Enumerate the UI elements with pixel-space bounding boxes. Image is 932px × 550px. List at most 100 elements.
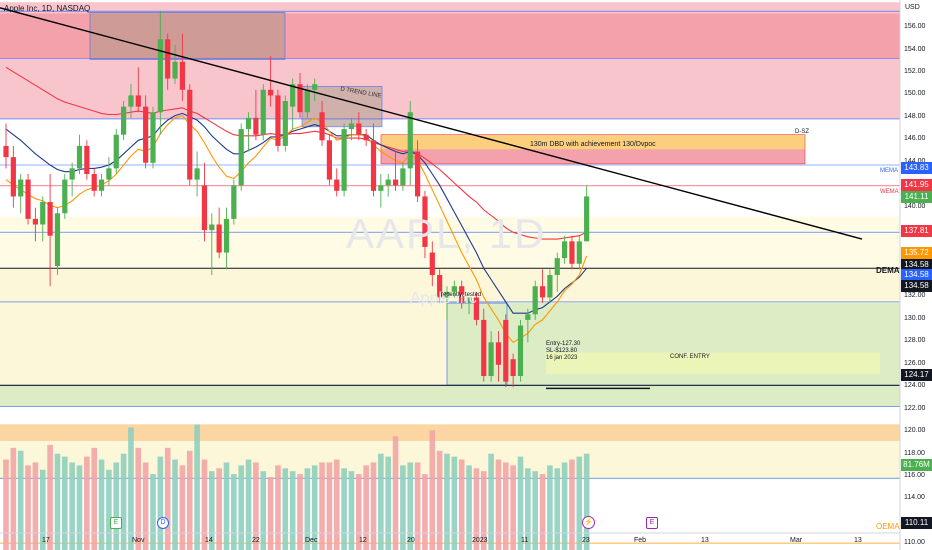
candle[interactable] (209, 213, 215, 275)
candle[interactable] (576, 235, 582, 270)
candle[interactable] (268, 56, 274, 107)
candle[interactable] (76, 134, 83, 174)
candle[interactable] (194, 151, 200, 197)
candle[interactable] (429, 241, 435, 287)
candle-body (143, 106, 149, 163)
candle[interactable] (157, 11, 163, 135)
candle-body (363, 134, 369, 141)
price-tick: 156.00 (904, 23, 926, 31)
candle[interactable] (437, 269, 443, 304)
candle[interactable] (62, 173, 68, 219)
candle[interactable] (245, 112, 252, 152)
candle[interactable] (25, 173, 31, 225)
candle[interactable] (495, 331, 502, 382)
candle[interactable] (98, 173, 105, 197)
candle[interactable] (260, 84, 266, 141)
candle[interactable] (532, 280, 538, 320)
event-marker[interactable]: E (646, 517, 658, 529)
candle[interactable] (18, 173, 24, 214)
candle-body (179, 61, 185, 90)
price-tick: 132.00 (904, 292, 926, 300)
candle[interactable] (32, 207, 38, 242)
chart-title: Apple Inc, 1D, NASDAQ (4, 4, 91, 13)
candle[interactable] (128, 84, 134, 118)
oema-label: OEMA (876, 522, 900, 531)
candle[interactable] (341, 123, 347, 197)
candle[interactable] (547, 269, 553, 304)
candle[interactable] (54, 207, 61, 275)
candle[interactable] (481, 308, 487, 382)
candle[interactable] (150, 106, 156, 169)
candle[interactable] (473, 291, 479, 326)
candle[interactable] (584, 185, 590, 242)
candle[interactable] (466, 297, 472, 315)
volume-bar (216, 468, 222, 550)
candle[interactable] (135, 67, 141, 113)
candle[interactable] (69, 162, 75, 197)
candle[interactable] (392, 151, 399, 191)
lightning-icon[interactable]: ⚡ (582, 516, 595, 529)
candle[interactable] (91, 168, 97, 197)
candle[interactable] (319, 101, 325, 146)
candlesticks[interactable] (3, 11, 590, 388)
candle[interactable] (503, 314, 509, 388)
candle[interactable] (422, 190, 428, 259)
event-marker[interactable]: E (110, 517, 122, 529)
candle[interactable] (378, 173, 384, 208)
candle[interactable] (562, 235, 568, 264)
candle[interactable] (510, 353, 516, 388)
candle[interactable] (231, 179, 237, 225)
candle[interactable] (312, 78, 318, 102)
candle-body (172, 61, 178, 79)
candle[interactable] (539, 269, 546, 304)
candle[interactable] (569, 235, 575, 270)
candle[interactable] (84, 140, 90, 180)
candle[interactable] (525, 308, 531, 343)
candle[interactable] (216, 207, 222, 259)
candle[interactable] (370, 123, 377, 197)
volume-bar (539, 474, 546, 550)
event-marker[interactable]: D (157, 517, 169, 529)
candle[interactable] (297, 72, 303, 118)
candle[interactable] (407, 101, 413, 186)
candle[interactable] (363, 129, 369, 146)
candle[interactable] (106, 157, 112, 186)
candle[interactable] (282, 95, 288, 152)
candle[interactable] (415, 140, 421, 203)
candle[interactable] (517, 319, 524, 382)
candle[interactable] (385, 173, 391, 197)
candle[interactable] (444, 286, 450, 320)
candle[interactable] (223, 207, 230, 270)
candle[interactable] (121, 101, 127, 141)
candle[interactable] (451, 280, 457, 298)
candle[interactable] (238, 123, 244, 191)
candle[interactable] (488, 331, 494, 382)
candle-body (459, 286, 465, 304)
candle[interactable] (3, 123, 9, 169)
candle-body (209, 224, 215, 231)
candle[interactable] (326, 134, 332, 186)
candle[interactable] (47, 173, 53, 287)
candle[interactable] (172, 44, 178, 85)
candle-body (84, 145, 90, 174)
candle[interactable] (40, 196, 46, 242)
candle[interactable] (179, 33, 185, 102)
candle[interactable] (459, 280, 465, 309)
volume-bar (260, 471, 267, 550)
candle[interactable] (334, 168, 340, 197)
candle[interactable] (10, 145, 16, 208)
candle[interactable] (554, 252, 560, 292)
candle[interactable] (356, 112, 362, 141)
candle[interactable] (275, 89, 281, 152)
candle[interactable] (143, 95, 149, 169)
candle[interactable] (400, 162, 406, 191)
candle[interactable] (253, 89, 259, 141)
candle[interactable] (113, 129, 119, 174)
candle[interactable] (348, 117, 355, 141)
candle[interactable] (165, 33, 171, 90)
candle[interactable] (201, 162, 208, 242)
candle-body (562, 241, 568, 259)
dbd-zone-border (380, 134, 806, 165)
candle[interactable] (187, 84, 193, 186)
